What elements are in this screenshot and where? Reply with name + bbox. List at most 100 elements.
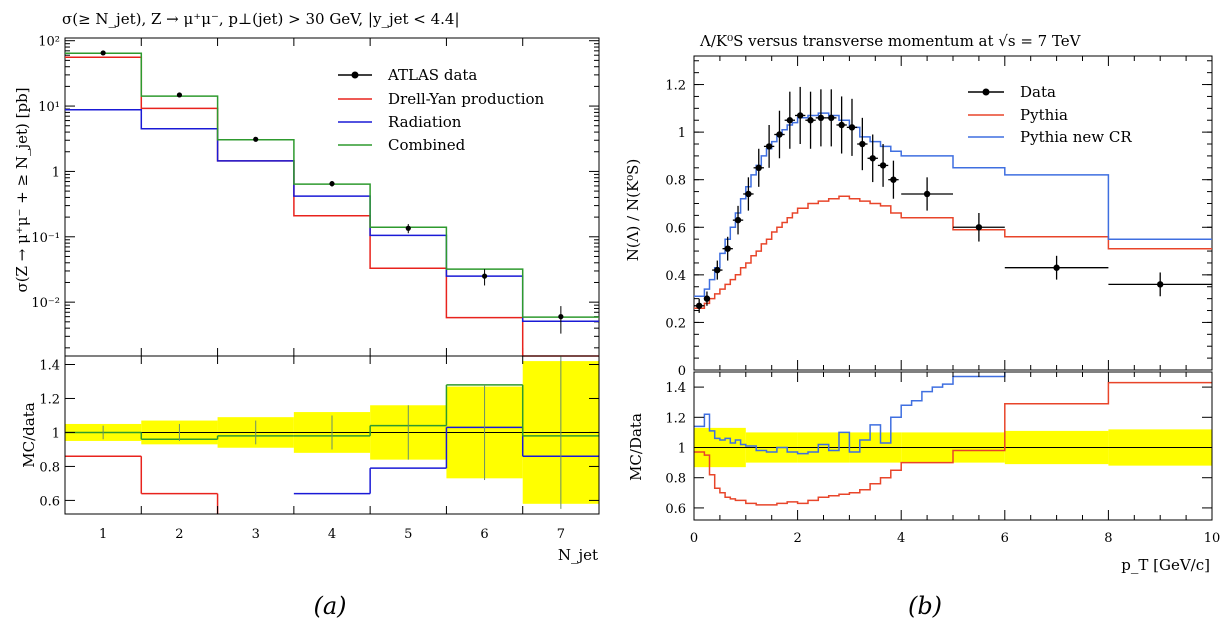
ratio-y-tick-label-a: 0.6 xyxy=(39,494,60,509)
ratio-b-0-histogram xyxy=(694,381,1212,506)
chart-a-ratio-ylabel: MC/data xyxy=(20,402,38,467)
ratio-y-tick-label-b: 0.8 xyxy=(665,472,686,487)
legend-a-dy-label: Drell-Yan production xyxy=(388,90,545,108)
data-b-point xyxy=(869,155,876,162)
data-a-point xyxy=(481,273,488,279)
chart-a: σ(≥ N_jet), Z → μ⁺μ⁻, p⊥(jet) > 30 GeV, … xyxy=(13,10,600,620)
data-b-point xyxy=(975,224,983,231)
data-b-point xyxy=(1053,264,1060,271)
chart-a-ylabel: σ(Z → μ⁺μ⁻ + ≥ N_jet) [pb] xyxy=(13,87,31,292)
ratio-y-tick-label-b: 1 xyxy=(678,442,686,457)
legend-a-data-label: ATLAS data xyxy=(387,66,477,84)
data-a-point xyxy=(405,225,411,231)
data-b-point xyxy=(879,162,887,169)
x-tick-label-b: 8 xyxy=(1104,531,1112,546)
data-a-point xyxy=(176,92,183,98)
series-a-1-histogram xyxy=(65,108,599,323)
x-tick-label-a: 3 xyxy=(252,527,260,542)
legend-b-pythia-label: Pythia xyxy=(1020,106,1068,124)
data-a-point xyxy=(558,314,564,320)
legend-a-rad-label: Radiation xyxy=(388,113,462,131)
y-tick-label-b: 1.2 xyxy=(665,79,686,94)
y-tick-label-b: 0.8 xyxy=(665,174,686,189)
ratio-y-tick-label-a: 0.8 xyxy=(39,460,60,475)
y-tick-label-a: 10² xyxy=(38,35,60,50)
ratio-y-tick-label-b: 0.6 xyxy=(665,502,686,517)
chart-b: Λ/K⁰S versus transverse momentum at √s =… xyxy=(624,32,1220,620)
data-b-point xyxy=(890,176,897,183)
y-tick-label-a: 10⁻¹ xyxy=(31,231,60,246)
legend-b-data-label: Data xyxy=(1020,83,1056,101)
data-b-point xyxy=(828,114,835,122)
data-b-point xyxy=(838,121,845,129)
panel-b-label: (b) xyxy=(908,592,942,620)
ratio-y-tick-label-b: 1.2 xyxy=(665,411,686,426)
chart-a-ratio-series xyxy=(65,356,599,514)
y-tick-label-b: 0.6 xyxy=(665,221,686,236)
chart-a-data-points xyxy=(100,50,564,334)
data-b-point xyxy=(859,140,866,148)
chart-b-ratio-ylabel: MC/Data xyxy=(627,413,645,481)
x-tick-label-b: 0 xyxy=(690,531,698,546)
y-tick-label-b: 0.4 xyxy=(665,269,686,284)
series-b-0-histogram xyxy=(694,195,1212,309)
x-tick-label-a: 1 xyxy=(99,527,107,542)
legend-b-cr-label: Pythia new CR xyxy=(1020,128,1132,146)
chart-b-xlabel: p_T [GeV/c] xyxy=(1121,556,1210,574)
data-b-point xyxy=(1157,281,1164,288)
chart-b-main-frame xyxy=(693,55,1213,371)
data-b-point xyxy=(796,112,804,119)
data-b-point xyxy=(745,190,752,198)
chart-a-xlabel: N_jet xyxy=(558,546,598,564)
y-tick-label-a: 1 xyxy=(52,165,60,180)
y-tick-label-b: 0.2 xyxy=(665,316,686,331)
x-tick-label-a: 5 xyxy=(404,527,412,542)
data-b-point xyxy=(724,245,731,252)
chart-b-ratio-ticks: 0 2 4 6 8 10 0.6 0.8 1 1.2 1.4 xyxy=(665,372,1220,546)
chart-a-title: σ(≥ N_jet), Z → μ⁺μ⁻, p⊥(jet) > 30 GeV, … xyxy=(62,10,460,28)
chart-b-ylabel: N(Λ) / N(K⁰S) xyxy=(624,159,642,262)
x-tick-label-a: 2 xyxy=(175,527,183,542)
data-b-point xyxy=(848,124,856,131)
x-tick-label-b: 6 xyxy=(1001,531,1009,546)
x-tick-label-b: 2 xyxy=(793,531,801,546)
data-a-point xyxy=(253,136,259,142)
data-b-point xyxy=(765,143,773,150)
y-tick-label-b: 0 xyxy=(678,364,686,379)
data-b-point xyxy=(734,216,742,224)
data-b-point xyxy=(776,131,783,138)
ratio-b-1-histogram xyxy=(694,372,1006,455)
chart-b-legend: Data Pythia Pythia new CR xyxy=(968,83,1132,146)
chart-b-ratio-series xyxy=(694,372,1212,506)
chart-b-data-points xyxy=(694,86,1212,313)
x-tick-label-b: 4 xyxy=(897,531,905,546)
chart-a-main-ticks: 10⁻² 10⁻¹ 1 10¹ 10² xyxy=(31,35,599,356)
ratio-y-tick-label-a: 1.2 xyxy=(39,392,60,407)
chart-a-ratio-frame xyxy=(64,355,600,515)
chart-b-title: Λ/K⁰S versus transverse momentum at √s =… xyxy=(699,32,1082,50)
x-tick-label-a: 7 xyxy=(557,527,565,542)
data-a-point xyxy=(100,50,106,56)
chart-b-main-plot: 0 0.2 0.4 0.6 0.8 1 1.2 xyxy=(665,55,1213,379)
legend-b-data-marker xyxy=(982,88,990,96)
x-tick-label-a: 4 xyxy=(328,527,336,542)
x-tick-label-a: 6 xyxy=(480,527,488,542)
data-b-point xyxy=(817,114,825,122)
data-b-point xyxy=(714,266,721,274)
legend-a-data-marker xyxy=(351,71,359,79)
chart-a-ratio-plot: 1 2 3 4 5 6 7 0.6 0.8 1 1.2 1.4 xyxy=(39,355,600,542)
data-b-point xyxy=(807,117,814,124)
ratio-y-tick-label-a: 1.4 xyxy=(39,358,60,373)
ratio-y-tick-label-a: 1 xyxy=(52,426,60,441)
legend-a-comb-label: Combined xyxy=(388,136,466,154)
chart-b-main-series xyxy=(694,112,1212,309)
ratio-y-tick-label-b: 1.4 xyxy=(665,381,686,396)
chart-b-ratio-band xyxy=(694,427,1212,468)
chart-a-ratio-ticks: 1 2 3 4 5 6 7 0.6 0.8 1 1.2 1.4 xyxy=(39,356,599,542)
data-a-point xyxy=(329,181,335,187)
data-b-point xyxy=(695,302,703,309)
y-tick-label-a: 10⁻² xyxy=(31,296,60,311)
data-b-point xyxy=(755,164,762,172)
chart-a-main-frame xyxy=(64,37,600,357)
